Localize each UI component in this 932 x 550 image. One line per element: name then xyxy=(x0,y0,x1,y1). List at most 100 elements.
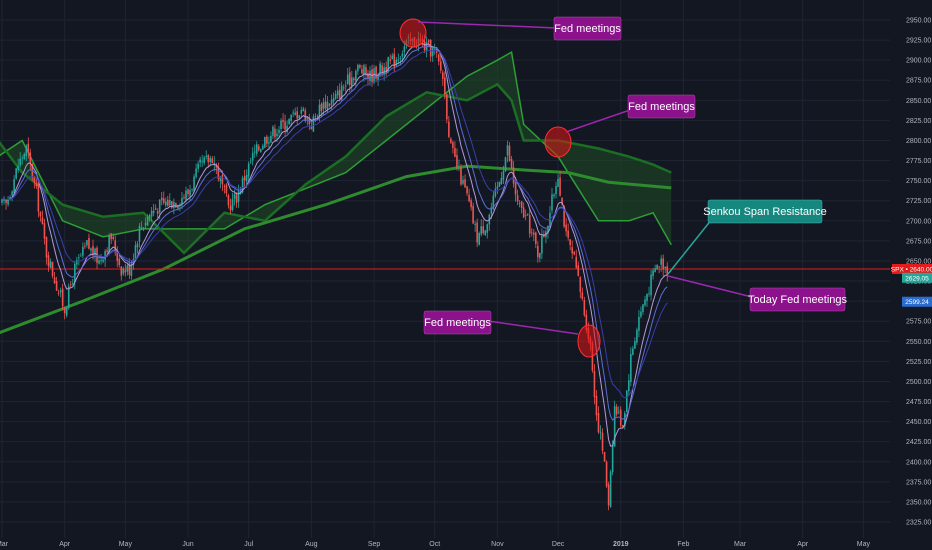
time-tick-label: Apr xyxy=(797,541,809,548)
candle-body xyxy=(264,136,266,148)
candle-body xyxy=(363,65,365,76)
candle-body xyxy=(274,128,276,138)
candle-body xyxy=(456,155,458,168)
candle-body xyxy=(375,66,377,79)
candle-body xyxy=(559,177,561,196)
candle-body xyxy=(599,431,602,433)
candle-body xyxy=(27,143,30,153)
price-tick-label: 2775.00 xyxy=(906,158,931,165)
candle-body xyxy=(53,277,56,284)
candle-body xyxy=(625,390,628,412)
candle-body xyxy=(597,413,600,433)
candle-body xyxy=(203,157,205,164)
candle-body xyxy=(429,39,432,57)
candle-body xyxy=(268,142,270,144)
candle-body xyxy=(98,260,100,264)
candle-body xyxy=(561,197,563,205)
candle-body xyxy=(595,395,598,416)
candle-body xyxy=(577,265,580,276)
candle-body xyxy=(13,179,15,193)
fed-meetings-callout-3[interactable]: Fed meetings xyxy=(423,310,491,335)
candle-body xyxy=(575,256,578,268)
candle-body xyxy=(573,251,576,255)
price-tick-label: 2850.00 xyxy=(906,98,931,105)
price-tick-label: 2925.00 xyxy=(906,38,931,45)
senkou-span-resistance-callout[interactable]: Senkou Span Resistance xyxy=(703,199,827,224)
candle-body xyxy=(82,246,84,256)
candle-body xyxy=(555,185,557,195)
candles xyxy=(1,31,669,511)
candle-body xyxy=(383,67,385,75)
candle-body xyxy=(35,182,38,187)
fed-meetings-callout-2[interactable]: Fed meetings xyxy=(627,94,695,119)
candle-body xyxy=(233,194,236,199)
price-tag-label: 2629.05 xyxy=(905,275,929,282)
candle-body xyxy=(227,195,230,206)
candle-body xyxy=(164,201,167,206)
candle-body xyxy=(102,259,104,262)
today-fed-meetings-callout[interactable]: Today Fed meetings xyxy=(748,287,848,312)
time-tick-label: Aug xyxy=(305,541,318,548)
candle-body xyxy=(84,245,86,247)
candle-body xyxy=(25,145,28,156)
candle-body xyxy=(266,136,268,144)
candle-body xyxy=(454,147,456,157)
candle-body xyxy=(249,161,252,163)
candle-body xyxy=(80,255,82,257)
price-tag-box xyxy=(892,263,932,274)
time-tick-label: Jul xyxy=(244,541,253,548)
candle-body xyxy=(195,168,197,177)
time-axis[interactable]: Mar Apr May Jun Jul Aug Sep Oct Nov Dec 2019 Feb Mar… xyxy=(0,541,870,548)
candle-body xyxy=(229,205,232,211)
candle-body xyxy=(381,65,383,73)
candle-body xyxy=(565,224,567,232)
candle-body xyxy=(156,210,159,214)
price-tick-label: 2325.00 xyxy=(906,520,931,527)
candle-body xyxy=(207,155,210,163)
candle-body xyxy=(373,68,375,83)
price-tick-label: 2700.00 xyxy=(906,218,931,225)
callout-box xyxy=(749,287,846,312)
candle-body xyxy=(444,77,446,94)
fed-meetings-callout-1[interactable]: Fed meetings xyxy=(553,16,621,41)
candle-body xyxy=(306,117,309,119)
price-tick-label: 2575.00 xyxy=(906,319,931,326)
candle-body xyxy=(571,247,574,254)
candle-body xyxy=(636,329,638,343)
candle-body xyxy=(223,185,226,187)
candle-body xyxy=(399,58,402,59)
candle-body xyxy=(464,179,466,188)
candle-body xyxy=(231,199,234,210)
candle-body xyxy=(21,158,24,159)
candle-body xyxy=(106,250,108,252)
candle-body xyxy=(130,264,133,277)
candle-body xyxy=(3,198,5,201)
candle-body xyxy=(332,98,335,102)
candle-body xyxy=(484,230,487,235)
candle-body xyxy=(460,167,462,185)
ma-200-line xyxy=(0,164,672,335)
senkou-span-b xyxy=(0,82,672,255)
price-tick-label: 2750.00 xyxy=(906,178,931,185)
time-axis-panel[interactable] xyxy=(0,538,932,550)
candle-body xyxy=(280,120,282,130)
candle-body xyxy=(191,188,193,190)
callout-text: Fed meetings xyxy=(424,317,491,329)
candle-body xyxy=(167,199,169,206)
candle-body xyxy=(543,234,545,238)
candle-body xyxy=(367,72,369,79)
fed-meetings-callout-pointer-1 xyxy=(417,21,557,29)
candle-body xyxy=(286,125,288,133)
candle-body xyxy=(613,406,616,447)
callout-text: Today Fed meetings xyxy=(748,294,848,306)
candle-body xyxy=(235,195,238,203)
candle-body xyxy=(470,200,472,208)
candle-body xyxy=(330,99,333,105)
candle-body xyxy=(100,259,102,261)
candle-body xyxy=(656,264,658,270)
candle-body xyxy=(583,300,586,316)
candle-body xyxy=(260,149,262,153)
candle-body xyxy=(290,114,292,121)
candle-body xyxy=(126,265,129,272)
